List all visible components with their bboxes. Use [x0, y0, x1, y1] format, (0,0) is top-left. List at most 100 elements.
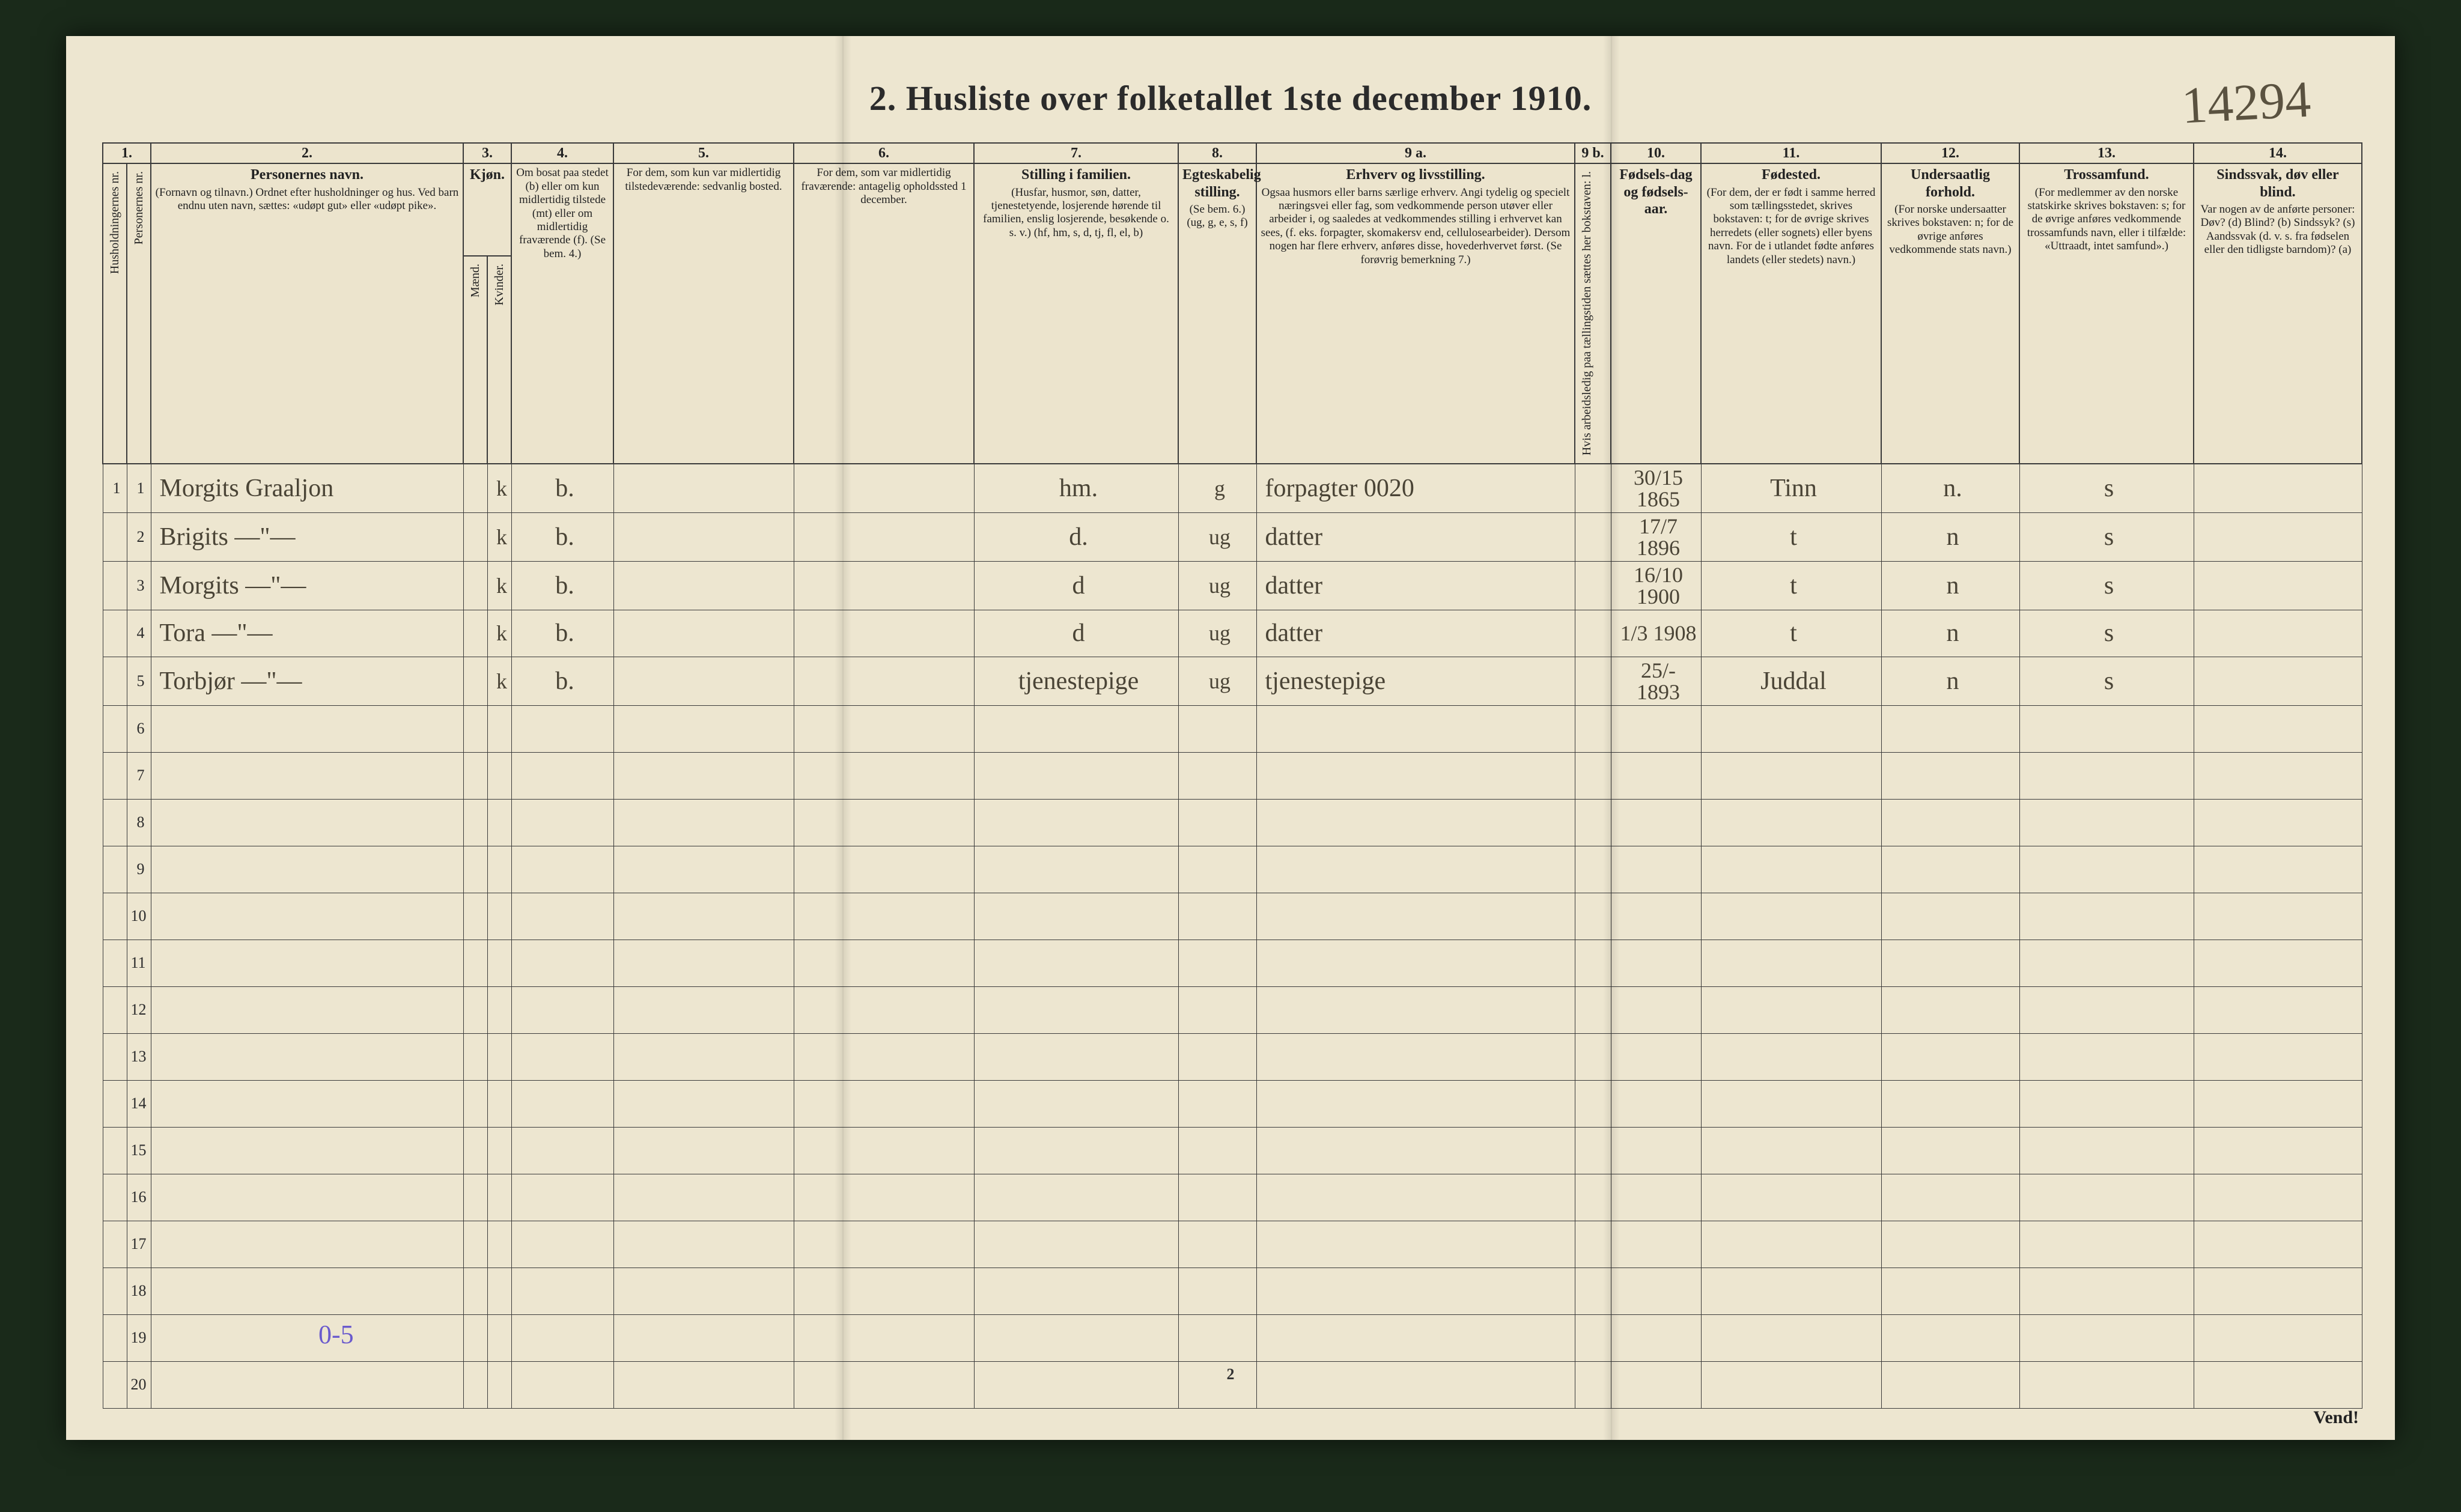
table-row: 13	[103, 1033, 2362, 1080]
cell-citizenship	[1881, 1033, 2019, 1080]
cell-birthplace: Tinn	[1701, 464, 1881, 513]
cell-religion	[2019, 1080, 2194, 1127]
table-row: 8	[103, 799, 2362, 846]
cell-family-position	[974, 1080, 1178, 1127]
cell-religion	[2019, 1033, 2194, 1080]
cell-family-position	[974, 1268, 1178, 1314]
cell-family-position	[974, 893, 1178, 940]
cell-marital	[1178, 1174, 1256, 1221]
cell-religion	[2019, 1127, 2194, 1174]
table-row: 9	[103, 846, 2362, 893]
cell-disability	[2194, 1314, 2362, 1361]
colnum-2: 2.	[151, 143, 463, 163]
cell-temp-absent	[794, 657, 974, 705]
cell-temp-present	[613, 512, 794, 561]
cell-temp-present	[613, 1127, 794, 1174]
cell-disability	[2194, 610, 2362, 657]
cell-temp-absent	[794, 512, 974, 561]
cell-unemployed	[1575, 1361, 1611, 1408]
cell-residence-status	[511, 705, 613, 752]
cell-birthplace	[1701, 1033, 1881, 1080]
table-row: 11Morgits Graaljonkb.hm.gforpagter 00203…	[103, 464, 2362, 513]
cell-family-position: d.	[974, 512, 1178, 561]
hdr-temp-present: For dem, som kun var midlertidig tilsted…	[613, 163, 794, 463]
cell-marital	[1178, 1221, 1256, 1268]
cell-disability	[2194, 464, 2362, 513]
cell-birthdate	[1611, 705, 1701, 752]
cell-temp-present	[613, 464, 794, 513]
cell-family-position	[974, 1127, 1178, 1174]
cell-person-nr: 16	[127, 1174, 151, 1221]
cell-person-nr: 7	[127, 752, 151, 799]
cell-sex-k	[487, 1314, 511, 1361]
cell-birthdate: 16/10 1900	[1611, 561, 1701, 610]
cell-temp-present	[613, 657, 794, 705]
cell-birthplace	[1701, 893, 1881, 940]
cell-family-position	[974, 705, 1178, 752]
cell-name	[151, 1174, 463, 1221]
cell-name	[151, 1127, 463, 1174]
cell-occupation	[1256, 1033, 1575, 1080]
cell-marital	[1178, 799, 1256, 846]
cell-person-nr: 13	[127, 1033, 151, 1080]
cell-occupation: tjenestepige	[1256, 657, 1575, 705]
cell-religion: s	[2019, 512, 2194, 561]
cell-name	[151, 1314, 463, 1361]
cell-marital	[1178, 1080, 1256, 1127]
cell-temp-absent	[794, 610, 974, 657]
cell-temp-present	[613, 705, 794, 752]
cell-sex-m	[463, 1314, 487, 1361]
cell-temp-present	[613, 610, 794, 657]
table-row: 3Morgits —"—kb.dugdatter16/10 1900tns	[103, 561, 2362, 610]
cell-birthdate: 30/15 1865	[1611, 464, 1701, 513]
cell-birthplace	[1701, 1174, 1881, 1221]
cell-temp-absent	[794, 1314, 974, 1361]
cell-unemployed	[1575, 846, 1611, 893]
cell-sex-m	[463, 1361, 487, 1408]
table-body: 11Morgits Graaljonkb.hm.gforpagter 00203…	[103, 464, 2362, 1409]
cell-religion	[2019, 846, 2194, 893]
cell-temp-present	[613, 893, 794, 940]
cell-person-nr: 8	[127, 799, 151, 846]
cell-sex-k	[487, 986, 511, 1033]
cell-disability	[2194, 799, 2362, 846]
cell-unemployed	[1575, 561, 1611, 610]
cell-citizenship	[1881, 1127, 2019, 1174]
cell-birthdate	[1611, 752, 1701, 799]
cell-disability	[2194, 1268, 2362, 1314]
cell-residence-status	[511, 1361, 613, 1408]
cell-temp-absent	[794, 561, 974, 610]
table-row: 18	[103, 1268, 2362, 1314]
cell-occupation: datter	[1256, 610, 1575, 657]
cell-family-position	[974, 1033, 1178, 1080]
cell-marital: ug	[1178, 657, 1256, 705]
hdr-sex-m: Mænd.	[463, 256, 487, 464]
table-row: 5Torbjør —"—kb.tjenestepigeugtjenestepig…	[103, 657, 2362, 705]
cell-marital	[1178, 893, 1256, 940]
cell-birthdate	[1611, 986, 1701, 1033]
cell-citizenship	[1881, 1080, 2019, 1127]
cell-occupation	[1256, 1361, 1575, 1408]
cell-birthdate	[1611, 799, 1701, 846]
cell-occupation	[1256, 986, 1575, 1033]
cell-sex-m	[463, 940, 487, 986]
colnum-7: 7.	[974, 143, 1178, 163]
cell-citizenship: n.	[1881, 464, 2019, 513]
cell-family-position	[974, 940, 1178, 986]
cell-occupation	[1256, 940, 1575, 986]
cell-household-nr	[103, 561, 127, 610]
cell-person-nr: 6	[127, 705, 151, 752]
cell-religion	[2019, 940, 2194, 986]
colnum-10: 10.	[1611, 143, 1701, 163]
cell-person-nr: 10	[127, 893, 151, 940]
cell-sex-k	[487, 1268, 511, 1314]
cell-residence-status: b.	[511, 464, 613, 513]
colnum-1: 1.	[103, 143, 151, 163]
cell-sex-k	[487, 1174, 511, 1221]
hdr-residence-status: Om bosat paa stedet (b) eller om kun mid…	[511, 163, 613, 463]
cell-residence-status	[511, 1033, 613, 1080]
hdr-unemployed: Hvis arbeidsledig paa tællingstiden sætt…	[1575, 163, 1611, 463]
cell-disability	[2194, 940, 2362, 986]
cell-birthplace	[1701, 752, 1881, 799]
cell-unemployed	[1575, 705, 1611, 752]
